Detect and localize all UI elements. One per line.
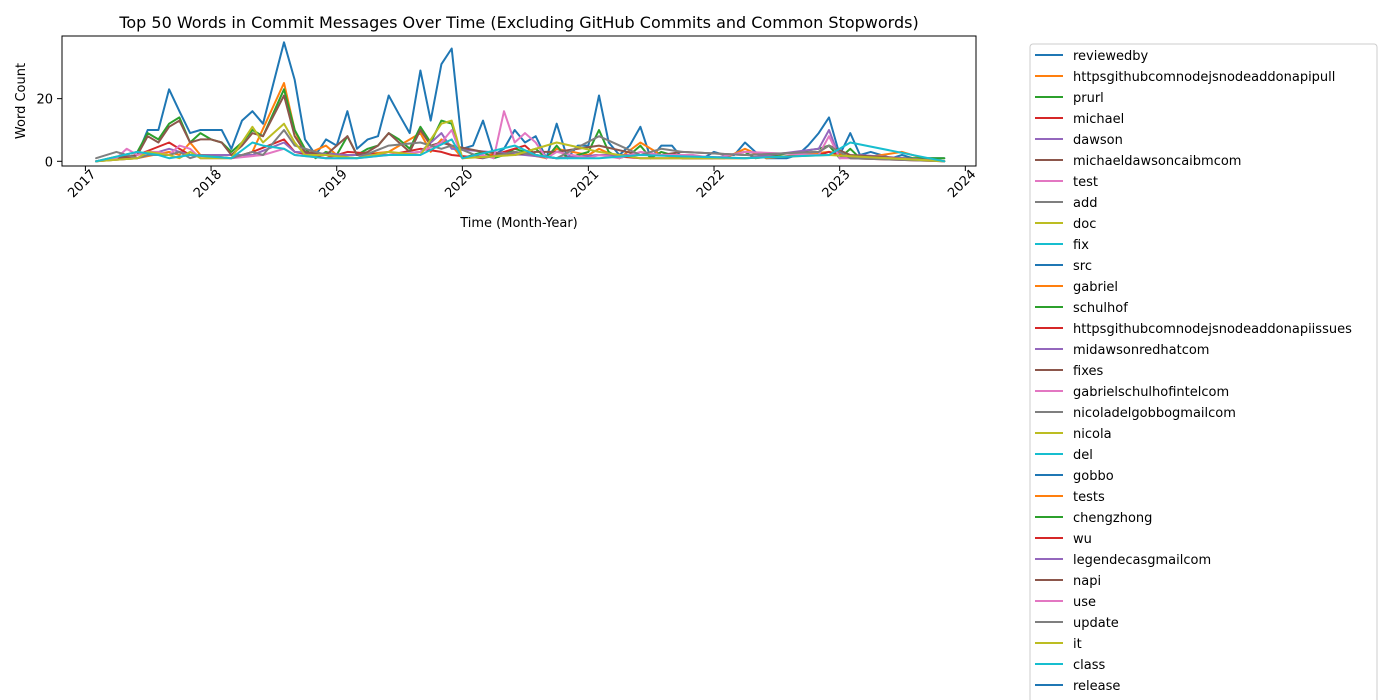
legend-label-class: class (1073, 658, 1105, 673)
series-line-reviewedby (95, 41, 946, 163)
legend-label-nicola: nicola (1073, 427, 1112, 442)
y-tick-label-20: 20 (36, 93, 53, 108)
chart-title: Top 50 Words in Commit Messages Over Tim… (118, 13, 918, 32)
legend-label-it: it (1073, 637, 1082, 652)
legend-label-tests: tests (1073, 490, 1105, 505)
legend-label-fix: fix (1073, 238, 1089, 253)
legend-label-release: release (1073, 679, 1120, 694)
legend-label-gabriel: gabriel (1073, 280, 1118, 295)
x-tick-label-2019: 2019 (317, 167, 351, 201)
x-axis: 2017 2018 2019 2020 2021 2022 2023 2024 (65, 166, 979, 201)
legend-label-update: update (1073, 616, 1119, 631)
x-tick-label-2018: 2018 (191, 167, 225, 201)
plot-frame (61, 35, 977, 167)
x-tick-label-2021: 2021 (568, 167, 602, 201)
x-tick-label-2020: 2020 (442, 167, 476, 201)
legend-label-dawson: dawson (1073, 133, 1123, 148)
y-axis: 0 20 (36, 93, 62, 170)
legend-label-fixes: fixes (1073, 364, 1103, 379)
legend-label-del: del (1073, 448, 1093, 463)
legend-label-legendecasgmailcom: legendecasgmailcom (1073, 553, 1211, 568)
legend-label-schulhof: schulhof (1073, 301, 1128, 316)
legend-label-use: use (1073, 595, 1096, 610)
y-axis-label: Word Count (14, 63, 29, 139)
legend-label-gobbo: gobbo (1073, 469, 1114, 484)
legend-label-prurl: prurl (1073, 91, 1104, 106)
legend-box (1029, 43, 1378, 700)
legend-label-test: test (1073, 175, 1098, 190)
legend-label-reviewedby: reviewedby (1073, 49, 1148, 64)
legend-label-michaeldawsoncaibmcom: michaeldawsoncaibmcom (1073, 154, 1241, 169)
legend-label-wu: wu (1073, 532, 1092, 547)
series-lines (95, 41, 946, 163)
series-line-dawson (95, 129, 946, 163)
plot-area (61, 35, 977, 167)
x-tick-label-2017: 2017 (65, 167, 99, 201)
x-tick-label-2024: 2024 (945, 167, 979, 201)
y-tick-label-0: 0 (45, 155, 53, 170)
legend-label-doc: doc (1073, 217, 1096, 232)
legend-label-napi: napi (1073, 574, 1101, 589)
x-axis-label: Time (Month-Year) (459, 216, 578, 231)
series-line-prurl (95, 88, 946, 163)
legend-label-httpsgithubcomnodejsnodeaddonapiissues: httpsgithubcomnodejsnodeaddonapiissues (1073, 322, 1352, 337)
legend-label-httpsgithubcomnodejsnodeaddonapipull: httpsgithubcomnodejsnodeaddonapipull (1073, 70, 1335, 85)
legend-label-gabrielschulhofintelcom: gabrielschulhofintelcom (1073, 385, 1229, 400)
legend-label-add: add (1073, 196, 1097, 211)
x-tick-label-2022: 2022 (694, 167, 728, 201)
legend-label-nicoladelgobbogmailcom: nicoladelgobbogmailcom (1073, 406, 1236, 421)
legend-label-chengzhong: chengzhong (1073, 511, 1152, 526)
x-tick-label-2023: 2023 (820, 167, 854, 201)
legend-label-midawsonredhatcom: midawsonredhatcom (1073, 343, 1209, 358)
legend-label-src: src (1073, 259, 1092, 274)
legend-label-michael: michael (1073, 112, 1124, 127)
series-line-fix (95, 138, 946, 163)
legend: reviewedby httpsgithubcomnodejsnodeaddona… (1029, 43, 1378, 700)
